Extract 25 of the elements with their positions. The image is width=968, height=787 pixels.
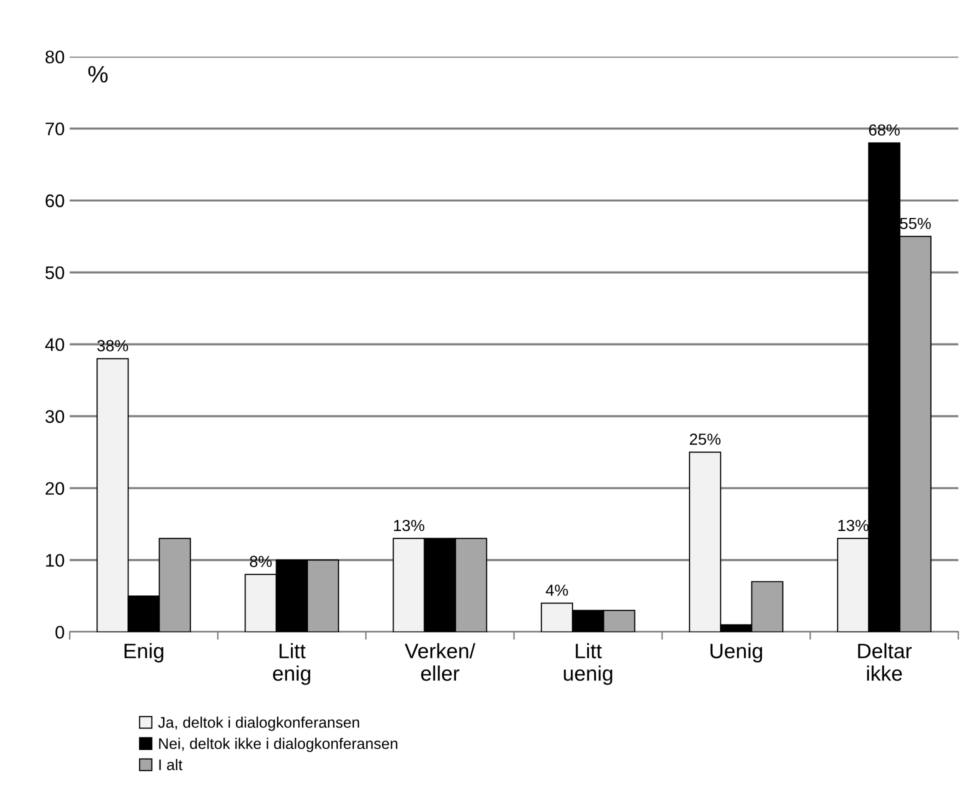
x-tick-label: Enig <box>124 643 164 662</box>
data-label: 68% <box>869 124 900 136</box>
y-tick-label: 60 <box>46 194 64 208</box>
y-tick-label: 40 <box>45 338 64 352</box>
y-tick-label: 70 <box>46 122 64 136</box>
legend-label: I alt <box>159 759 182 770</box>
legend-label: Nei, deltok ikke i dialogkonferansen <box>159 738 398 752</box>
x-tick-label: Deltar ikke <box>858 643 912 681</box>
x-tick-label: Litt enig <box>273 643 310 685</box>
y-tick-label: 10 <box>46 554 64 567</box>
y-tick-label: 30 <box>45 410 64 423</box>
data-label: 38% <box>97 340 128 352</box>
y-tick-label: 0 <box>56 626 64 639</box>
data-label: 25% <box>690 434 720 445</box>
y-tick-label: 50 <box>45 266 64 280</box>
data-label: 8% <box>250 556 272 568</box>
x-tick-label: Verken/ eller <box>404 643 476 681</box>
x-tick-label: Litt uenig <box>564 643 612 685</box>
data-label: 4% <box>546 584 568 596</box>
data-label: 13% <box>394 520 424 532</box>
x-tick-label: Uenig <box>710 643 762 662</box>
y-tick-label: 20 <box>46 482 64 495</box>
y-tick-label: 80 <box>46 50 64 64</box>
legend-label: Ja, deltok i dialogkonferansen <box>158 716 360 731</box>
y-axis-title: % <box>88 66 108 83</box>
